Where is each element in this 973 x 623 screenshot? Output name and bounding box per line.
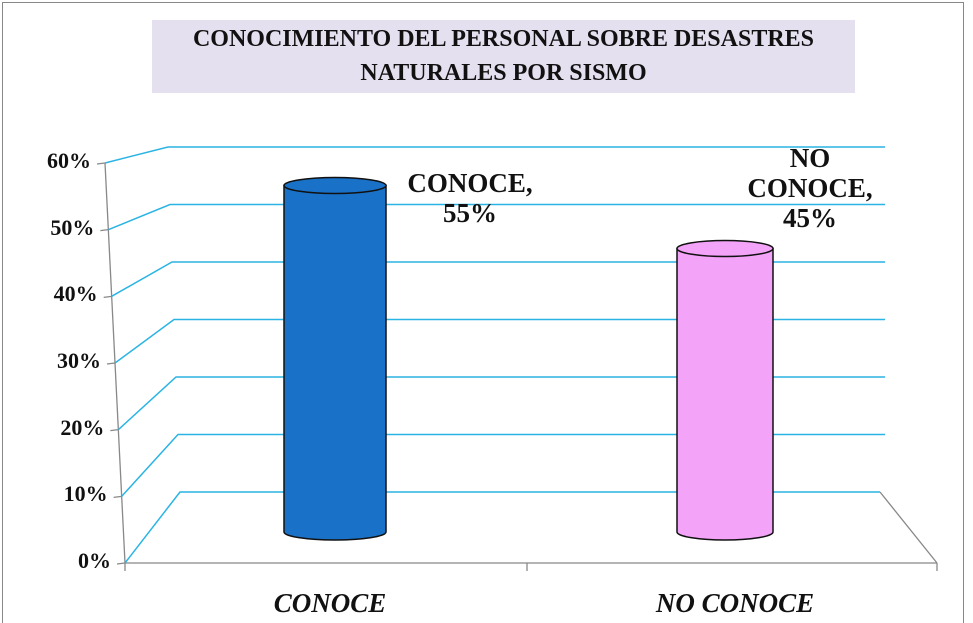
grid-line <box>111 261 885 297</box>
grid-line <box>104 146 885 164</box>
grid-line <box>124 491 880 564</box>
y-tick <box>96 162 106 165</box>
grid-line <box>121 433 885 497</box>
y-tick <box>103 295 112 298</box>
bar-body <box>676 247 774 541</box>
y-tick-label: 0% <box>78 548 111 573</box>
y-tick <box>116 562 126 565</box>
floor-right <box>879 491 938 564</box>
y-tick-label: 40% <box>53 281 98 307</box>
title-box <box>152 20 855 93</box>
y-tick-label: 60% <box>47 148 91 173</box>
bar-top <box>676 239 774 258</box>
chart-title: CONOCIMIENTO DEL PERSONAL SOBRE DESASTRE… <box>192 26 815 86</box>
y-tick <box>100 229 109 232</box>
y-tick-label: 20% <box>60 414 105 440</box>
bar-body <box>283 184 387 541</box>
x-tick-label: NO CONOCE <box>655 588 815 618</box>
y-tick-label: 30% <box>57 348 101 373</box>
grid-line <box>108 203 885 231</box>
x-tick-label: CONOCE <box>273 588 387 618</box>
y-tick <box>106 362 116 365</box>
data-label: CONOCE, 55% <box>407 168 533 229</box>
bar-top <box>283 176 387 195</box>
y-tick-label: 50% <box>50 214 95 240</box>
y-tick <box>110 429 119 432</box>
y-tick-label: 10% <box>63 481 108 507</box>
grid-line <box>117 376 885 431</box>
data-label: NO CONOCE, 45% <box>747 143 873 234</box>
grid-line <box>114 318 885 364</box>
y-tick <box>113 495 122 498</box>
